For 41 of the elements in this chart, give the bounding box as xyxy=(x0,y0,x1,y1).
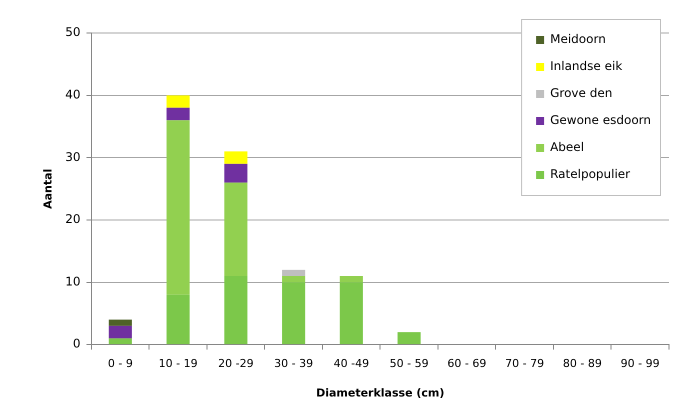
bar xyxy=(340,276,363,282)
bar xyxy=(224,151,248,164)
x-tick-label: 50 - 59 xyxy=(390,357,429,370)
y-tick-label: 0 xyxy=(72,336,80,351)
bar xyxy=(340,282,363,344)
x-tick-label: 90 - 99 xyxy=(620,357,660,370)
x-tick-label: 20 -29 xyxy=(218,357,254,370)
bar xyxy=(166,120,190,295)
bar xyxy=(108,320,132,326)
x-axis-title: Diameterklasse (cm) xyxy=(316,386,444,400)
x-tick-label: 0 - 9 xyxy=(108,357,133,370)
bar xyxy=(224,276,248,344)
x-tick-label: 60 - 69 xyxy=(447,357,486,370)
bar xyxy=(108,326,132,338)
legend-label: Gewone esdoorn xyxy=(550,113,651,128)
x-tick-label: 70 - 79 xyxy=(505,357,544,370)
bar xyxy=(398,332,421,344)
legend-label: Ratelpopulier xyxy=(550,167,630,182)
bar xyxy=(224,164,248,183)
y-tick-label: 40 xyxy=(65,87,80,102)
y-tick-label: 20 xyxy=(65,212,80,226)
y-axis-title: Aantal xyxy=(41,168,54,209)
x-tick-label: 80 - 89 xyxy=(562,357,602,370)
legend-label: Inlandse eik xyxy=(550,59,622,74)
legend-label: Abeel xyxy=(550,140,584,154)
x-tick-label: 40 -49 xyxy=(334,357,370,370)
legend-label: Grove den xyxy=(550,86,612,100)
bar xyxy=(224,182,248,276)
x-tick-label: 10 - 19 xyxy=(158,357,198,370)
x-tick-label: 30 - 39 xyxy=(274,357,314,370)
bar xyxy=(166,294,190,344)
bar xyxy=(282,276,306,282)
y-tick-label: 30 xyxy=(65,150,80,164)
bar xyxy=(282,282,306,344)
bar xyxy=(282,270,306,276)
legend-label: Meidoorn xyxy=(550,32,606,46)
y-tick-label: 10 xyxy=(65,274,80,288)
bar xyxy=(166,108,190,120)
y-tick-label: 50 xyxy=(65,25,80,40)
bar xyxy=(166,95,190,108)
bar xyxy=(108,338,132,344)
